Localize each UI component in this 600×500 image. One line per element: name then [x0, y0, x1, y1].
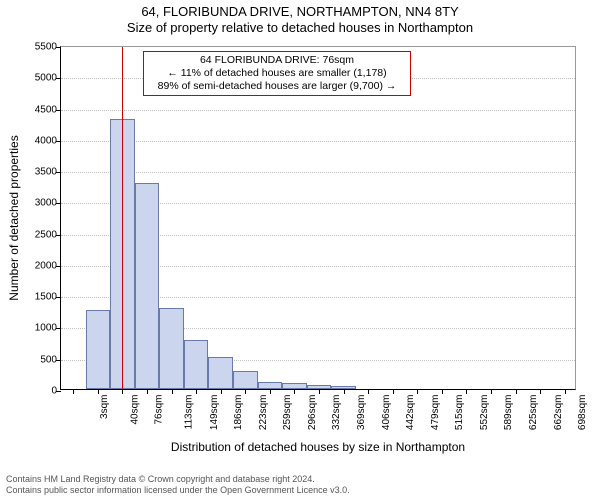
y-tick-label: 5500 — [35, 42, 61, 53]
annotation-box: 64 FLORIBUNDA DRIVE: 76sqm ← 11% of deta… — [143, 51, 411, 96]
bar — [159, 308, 184, 389]
x-tick-mark — [466, 389, 467, 394]
x-tick-mark — [221, 389, 222, 394]
plot-area: 0500100015002000250030003500400045005000… — [60, 46, 576, 390]
footer: Contains HM Land Registry data © Crown c… — [6, 474, 350, 497]
x-tick-mark — [172, 389, 173, 394]
x-tick-label: 515sqm — [454, 393, 465, 431]
x-tick-mark — [122, 389, 123, 394]
x-tick-label: 589sqm — [504, 393, 515, 431]
x-tick-mark — [442, 389, 443, 394]
y-tick-label: 2000 — [35, 260, 61, 271]
y-tick-label: 1000 — [35, 323, 61, 334]
x-tick-label: 149sqm — [209, 393, 220, 431]
y-tick-label: 4500 — [35, 104, 61, 115]
x-tick-mark — [196, 389, 197, 394]
gridline — [61, 141, 575, 142]
x-tick-mark — [393, 389, 394, 394]
x-tick-label: 552sqm — [479, 393, 490, 431]
x-tick-mark — [516, 389, 517, 394]
x-tick-mark — [491, 389, 492, 394]
x-tick-mark — [417, 389, 418, 394]
x-tick-mark — [319, 389, 320, 394]
x-tick-label: 479sqm — [430, 393, 441, 431]
y-tick-label: 1500 — [35, 292, 61, 303]
y-tick-label: 3500 — [35, 167, 61, 178]
bar — [208, 357, 233, 389]
x-tick-mark — [147, 389, 148, 394]
x-tick-label: 186sqm — [233, 393, 244, 431]
x-tick-label: 76sqm — [154, 393, 165, 425]
x-tick-label: 259sqm — [282, 393, 293, 431]
bar — [184, 340, 209, 389]
x-tick-mark — [245, 389, 246, 394]
bar — [258, 382, 283, 390]
y-tick-label: 4000 — [35, 135, 61, 146]
x-tick-mark — [294, 389, 295, 394]
x-tick-label: 442sqm — [405, 393, 416, 431]
x-tick-label: 332sqm — [332, 393, 343, 431]
footer-line-1: Contains HM Land Registry data © Crown c… — [6, 474, 350, 485]
chart-container: 64, FLORIBUNDA DRIVE, NORTHAMPTON, NN4 8… — [0, 0, 600, 500]
bar — [135, 183, 160, 389]
x-tick-mark — [73, 389, 74, 394]
y-tick-label: 5000 — [35, 73, 61, 84]
y-tick-label: 0 — [51, 386, 61, 397]
x-tick-mark — [540, 389, 541, 394]
annotation-line-3: 89% of semi-detached houses are larger (… — [150, 80, 404, 93]
bar — [233, 371, 258, 389]
x-tick-label: 113sqm — [183, 393, 194, 430]
x-tick-mark — [98, 389, 99, 394]
x-tick-mark — [270, 389, 271, 394]
x-tick-label: 296sqm — [307, 393, 318, 431]
x-axis-label: Distribution of detached houses by size … — [171, 440, 465, 454]
x-tick-label: 406sqm — [381, 393, 392, 431]
x-tick-label: 40sqm — [129, 393, 140, 425]
y-axis-label: Number of detached properties — [7, 135, 21, 300]
footer-line-2: Contains public sector information licen… — [6, 485, 350, 496]
y-tick-label: 3000 — [35, 198, 61, 209]
x-tick-label: 3sqm — [99, 393, 110, 419]
annotation-line-1: 64 FLORIBUNDA DRIVE: 76sqm — [150, 54, 404, 67]
titles: 64, FLORIBUNDA DRIVE, NORTHAMPTON, NN4 8… — [0, 0, 600, 37]
y-tick-label: 500 — [40, 354, 61, 365]
title-line-1: 64, FLORIBUNDA DRIVE, NORTHAMPTON, NN4 8… — [0, 4, 600, 20]
annotation-line-2: ← 11% of detached houses are smaller (1,… — [150, 67, 404, 80]
y-tick-label: 2500 — [35, 229, 61, 240]
marker-line — [122, 47, 123, 389]
x-tick-mark — [344, 389, 345, 394]
x-tick-label: 369sqm — [356, 393, 367, 431]
x-tick-label: 698sqm — [577, 393, 588, 431]
x-tick-label: 625sqm — [528, 393, 539, 431]
x-tick-mark — [368, 389, 369, 394]
gridline — [61, 110, 575, 111]
title-line-2: Size of property relative to detached ho… — [0, 20, 600, 36]
x-tick-label: 223sqm — [258, 393, 269, 431]
gridline — [61, 172, 575, 173]
x-tick-mark — [565, 389, 566, 394]
x-tick-label: 662sqm — [553, 393, 564, 431]
bar — [86, 310, 111, 389]
